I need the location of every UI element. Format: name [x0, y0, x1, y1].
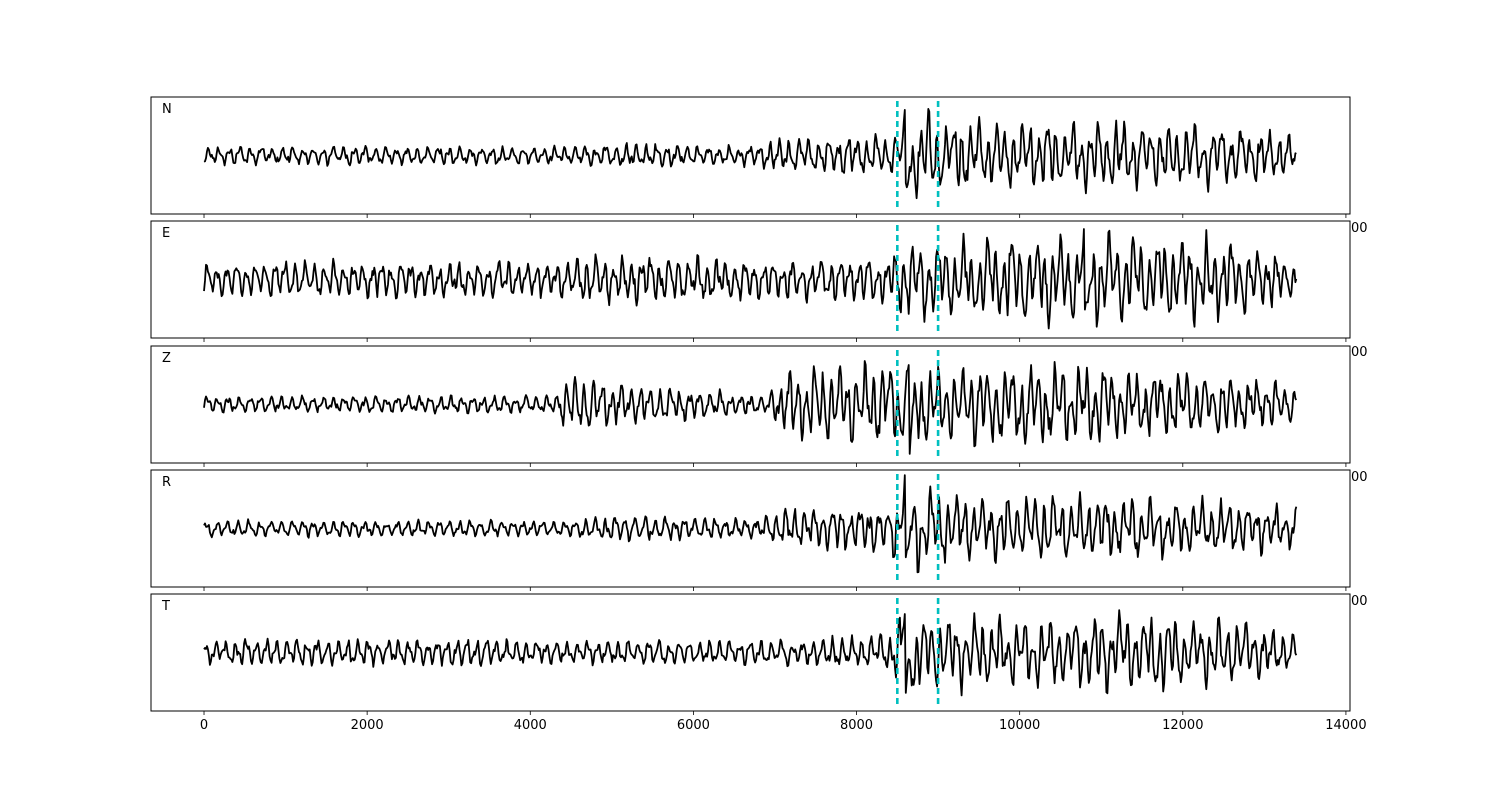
channel-label-n: N — [162, 102, 172, 117]
trace-e — [203, 228, 1298, 330]
axes-frame — [150, 593, 1351, 712]
trace-z — [203, 360, 1298, 455]
axes-frame — [150, 345, 1351, 464]
x-tick-label: 0 — [200, 718, 208, 733]
x-tick-label: 14000 — [1325, 718, 1366, 733]
panel-r: 00 R — [150, 469, 1368, 609]
axes-frame — [150, 96, 1351, 215]
channel-label-e: E — [162, 226, 170, 241]
x-tick-label: 4000 — [514, 718, 547, 733]
panel-z: 00 Z — [150, 345, 1368, 485]
trace-r — [203, 474, 1298, 574]
panel-n: 00 N — [150, 96, 1368, 236]
x-tick-label: 2000 — [351, 718, 384, 733]
channel-label-t: T — [161, 599, 170, 614]
x-tick-label: 00 — [1351, 470, 1368, 485]
x-tick-label: 00 — [1351, 594, 1368, 609]
channel-label-r: R — [162, 475, 171, 490]
axes-frame — [150, 220, 1351, 339]
trace-t — [203, 609, 1298, 697]
panel-t: 0 2000 4000 6000 8000 10000 12000 14000 T — [150, 593, 1367, 733]
channel-label-z: Z — [162, 351, 171, 366]
x-tick-label: 8000 — [840, 718, 873, 733]
x-tick-label: 6000 — [677, 718, 710, 733]
x-tick-label: 00 — [1351, 221, 1368, 236]
panel-e: 00 E — [150, 220, 1368, 360]
trace-n — [203, 108, 1297, 200]
x-tick-label: 10000 — [999, 718, 1040, 733]
axes-frame — [150, 469, 1351, 588]
x-tick-label: 12000 — [1162, 718, 1203, 733]
x-tick-label: 00 — [1351, 345, 1368, 360]
